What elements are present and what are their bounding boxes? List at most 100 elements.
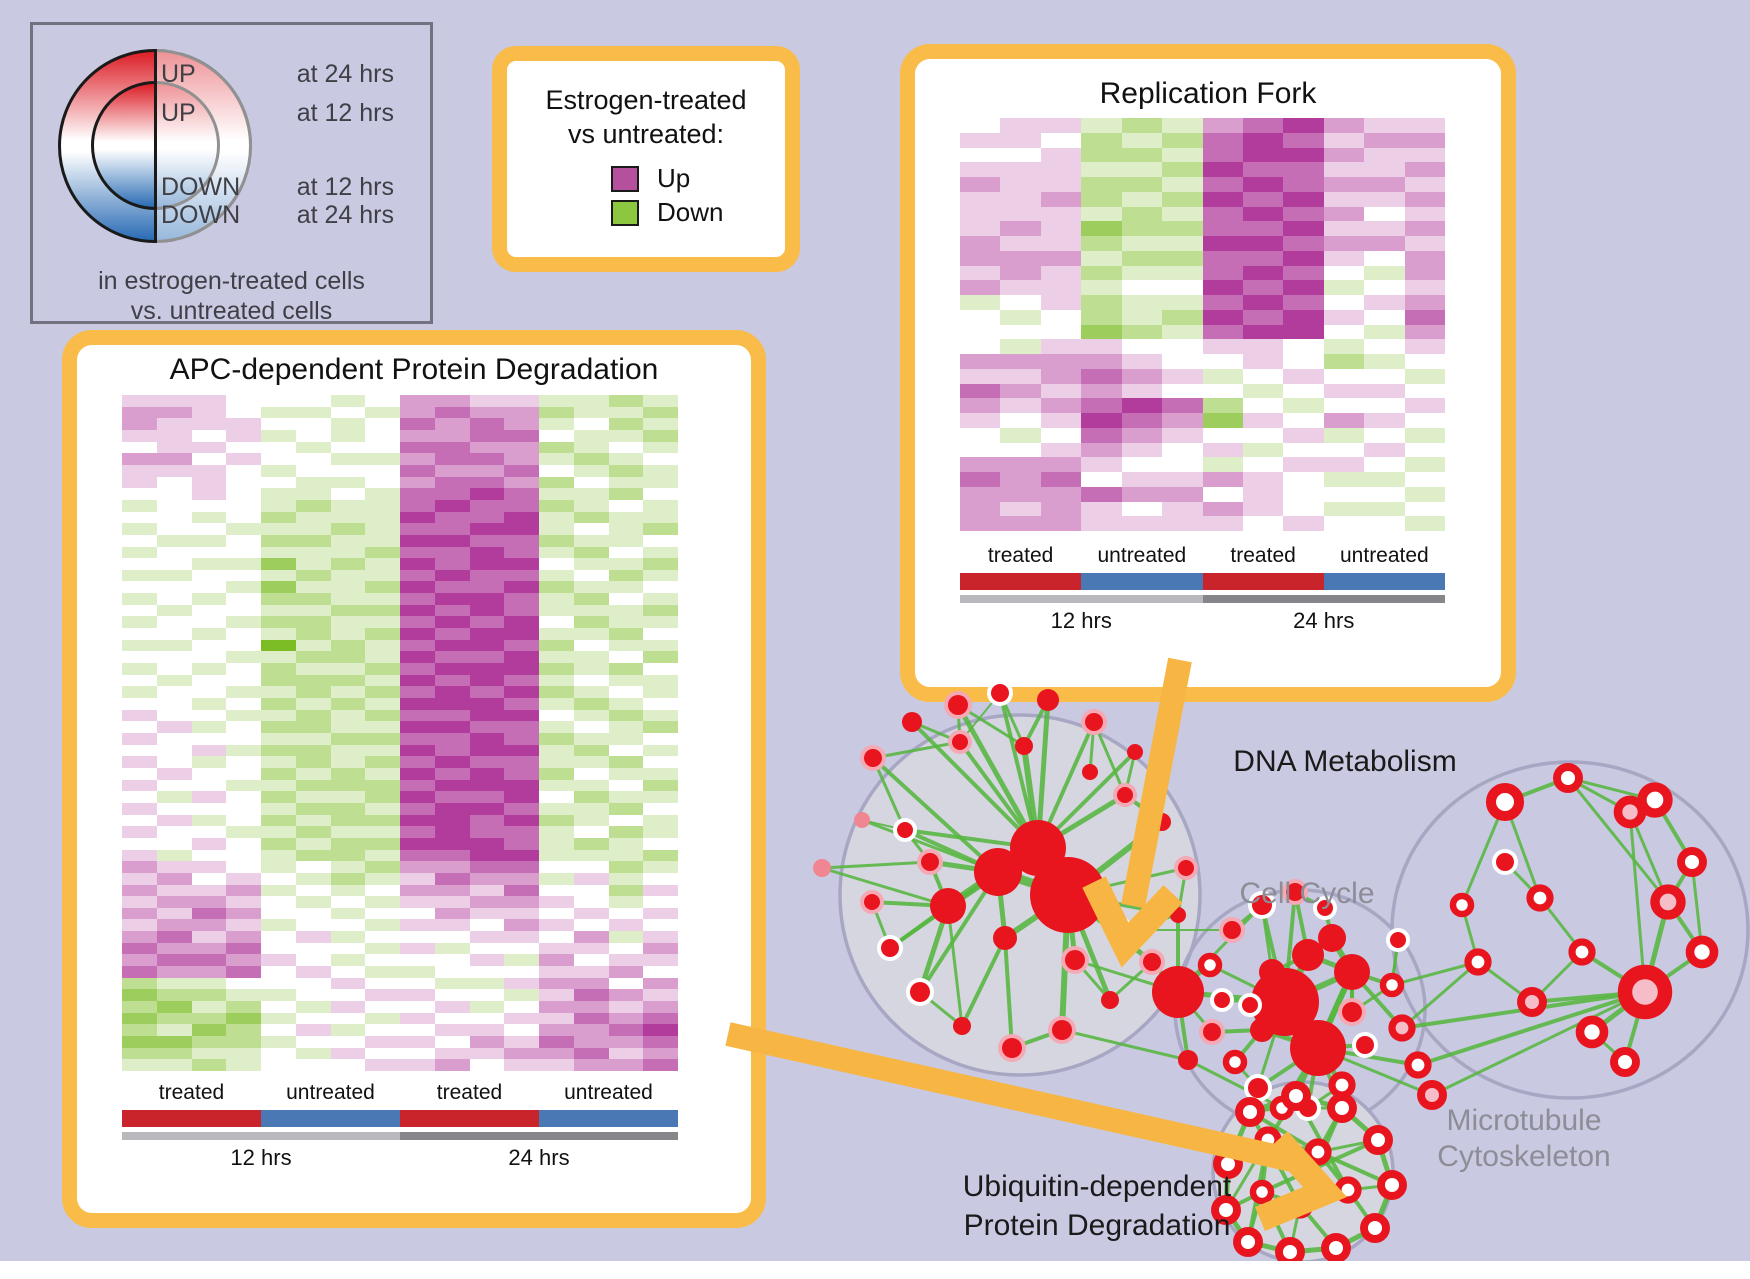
heatmap-row bbox=[960, 221, 1445, 236]
connector-arrows bbox=[725, 657, 1347, 1232]
microtubule-label-line1: Microtubule bbox=[1446, 1104, 1602, 1137]
heatmap-row bbox=[122, 907, 678, 920]
heatmap-row bbox=[122, 814, 678, 827]
up-label: Up bbox=[657, 163, 691, 193]
heatmap-row bbox=[122, 429, 678, 442]
apc-degradation-axis: treated untreated treated untreated 12 hrs 24… bbox=[122, 1081, 678, 1181]
heatmap-row bbox=[122, 453, 678, 465]
heatmap-row bbox=[122, 931, 678, 943]
heatmap-row bbox=[122, 721, 678, 733]
heatmap-row bbox=[122, 779, 678, 792]
heatmap-row bbox=[960, 132, 1445, 148]
heatmap-row bbox=[122, 663, 678, 675]
heatmap-row bbox=[122, 837, 678, 850]
apc-degradation-panel: APC-dependent Protein Degradation treate… bbox=[62, 330, 766, 1228]
heatmap-row bbox=[960, 354, 1445, 369]
time-label: 12 hrs bbox=[1050, 608, 1112, 633]
group-label: untreated bbox=[1097, 544, 1187, 567]
heatmap-row bbox=[960, 236, 1445, 251]
inner-down-label: DOWN bbox=[161, 173, 241, 201]
heatmap-row bbox=[122, 966, 678, 978]
heatmap-row bbox=[122, 441, 678, 454]
legend-title-line1: Estrogen-treated bbox=[545, 85, 747, 115]
treated-bar bbox=[400, 1110, 539, 1127]
untreated-bar bbox=[539, 1110, 678, 1127]
heatmap-row bbox=[960, 309, 1445, 325]
treated-bar bbox=[960, 573, 1082, 590]
down-label: Down bbox=[657, 197, 724, 227]
cluster-circle-cell-cycle bbox=[1173, 888, 1427, 1132]
up-color-swatch bbox=[611, 165, 639, 192]
heatmap-row bbox=[960, 413, 1445, 428]
ring-caption-line2: vs. untreated cells bbox=[130, 297, 333, 325]
cluster-circle-dna-metabolism bbox=[838, 713, 1202, 1077]
heatmap-row bbox=[122, 593, 678, 605]
heatmap-row bbox=[122, 546, 678, 559]
heatmap-row bbox=[122, 395, 678, 407]
time-label: 24 hrs bbox=[1293, 608, 1355, 633]
heatmap-row bbox=[122, 884, 678, 897]
group-label: treated bbox=[1230, 544, 1296, 567]
heatmap-row bbox=[122, 558, 678, 570]
heatmap-row bbox=[122, 639, 678, 652]
heatmap-row bbox=[122, 767, 678, 780]
heatmap-row bbox=[122, 791, 678, 803]
heatmap-row bbox=[122, 499, 678, 512]
heatmap-row bbox=[960, 177, 1445, 192]
heatmap-row bbox=[122, 861, 678, 873]
heatmap-row bbox=[122, 581, 678, 594]
heatmap-row bbox=[122, 523, 678, 535]
heatmap-row bbox=[122, 977, 678, 990]
heatmap-row bbox=[122, 464, 678, 477]
treated-bar bbox=[122, 1110, 261, 1127]
heatmap-row bbox=[122, 698, 678, 710]
legend-title-line2: vs untreated: bbox=[567, 119, 725, 149]
time-12hr-bar bbox=[122, 1132, 400, 1140]
down-color-swatch bbox=[611, 199, 639, 226]
time-label: 24 hrs bbox=[508, 1145, 570, 1170]
heatmap-row bbox=[122, 686, 678, 699]
heatmap-row bbox=[122, 919, 678, 932]
heatmap-row bbox=[960, 442, 1445, 458]
heatmap-row bbox=[122, 1024, 678, 1037]
heatmap-row bbox=[960, 472, 1445, 487]
inner-down-time: at 12 hrs bbox=[296, 173, 394, 201]
dna-metabolism-label: DNA Metabolism bbox=[1233, 745, 1457, 778]
heatmap-row bbox=[122, 406, 678, 419]
group-label: treated bbox=[987, 544, 1054, 567]
apc-degradation-heatmap bbox=[122, 395, 678, 1071]
time-24hr-bar bbox=[400, 1132, 678, 1140]
heatmap-row bbox=[960, 324, 1445, 340]
untreated-bar bbox=[261, 1110, 400, 1127]
heatmap-row bbox=[960, 427, 1445, 443]
heatmap-row bbox=[122, 1047, 678, 1060]
heatmap-row bbox=[960, 501, 1445, 517]
replication-fork-axis: treated untreated treated untreated 12 hrs 24… bbox=[960, 544, 1445, 644]
untreated-bar bbox=[1323, 573, 1445, 590]
heatmap-row bbox=[960, 457, 1445, 472]
treated-bar bbox=[1202, 573, 1324, 590]
heatmap-row bbox=[960, 162, 1445, 177]
heatmap-row bbox=[122, 1001, 678, 1013]
heatmap-row bbox=[122, 488, 678, 500]
untreated-bar bbox=[1081, 573, 1203, 590]
heatmap-row bbox=[122, 802, 678, 815]
heatmap-row bbox=[122, 872, 678, 885]
group-label: treated bbox=[436, 1081, 503, 1104]
heatmap-row bbox=[122, 418, 678, 430]
heatmap-row bbox=[122, 534, 678, 547]
group-label: untreated bbox=[1340, 544, 1429, 567]
heatmap-row bbox=[122, 604, 678, 617]
heatmap-row bbox=[122, 709, 678, 722]
time-12hr-bar bbox=[960, 595, 1203, 603]
updown-color-legend: Estrogen-treated vs untreated: Up Down bbox=[492, 46, 800, 272]
replication-fork-panel: Replication Fork treated untreated treated… bbox=[900, 44, 1516, 702]
heatmap-row bbox=[122, 756, 678, 768]
heatmap-row bbox=[960, 383, 1445, 399]
replication-fork-title: Replication Fork bbox=[1099, 77, 1317, 110]
heatmap-row bbox=[122, 954, 678, 967]
heatmap-row bbox=[122, 896, 678, 908]
heatmap-row bbox=[960, 147, 1445, 163]
outer-down-time: at 24 hrs bbox=[296, 201, 394, 229]
